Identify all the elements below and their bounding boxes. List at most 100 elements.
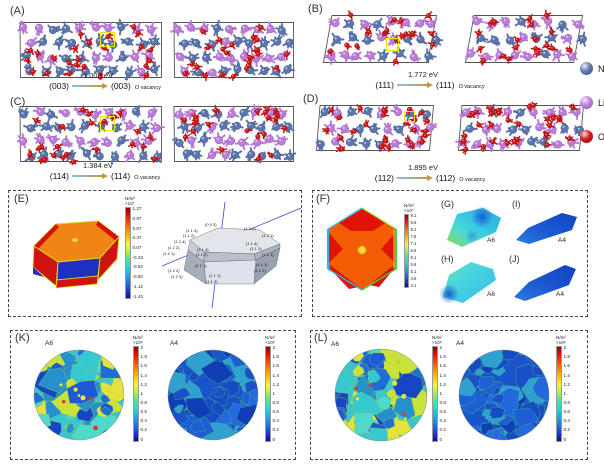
panel-label-E: (E) (14, 193, 29, 205)
tick-label: 0.8 (140, 400, 147, 406)
tick-label: 0 (272, 436, 276, 442)
product-subscript-B: O vacancy (458, 84, 485, 90)
tick-label: 1 (272, 390, 276, 396)
colorbar-L-A4: N/m² ×10⁸ 2 1.8 1.6 1.4 1.2 1 0.8 0.6 0.4 0.2 0 (556, 335, 570, 443)
tick-label: 8.1 (410, 227, 417, 233)
tag-I: A4 (558, 237, 566, 244)
reaction-C: 1.384 eV (114) (114) O vacancy (30, 161, 180, 181)
facet-label: (2 1 2) (196, 252, 208, 257)
tick-label: 1.4 (439, 372, 446, 378)
o-vacancy-highlight-C (100, 116, 115, 131)
tick-label: 1.8 (439, 354, 446, 360)
tick-label: 2 (140, 345, 144, 351)
tick-label: 4.1 (410, 282, 417, 288)
facet-label: (1 2 2) (168, 245, 180, 250)
colorbar-K1-scale: ×10⁸ (133, 339, 143, 345)
tick-label: 5.6 (410, 261, 417, 267)
tag-J: A4 (556, 291, 564, 298)
tick-label: 0.67 (132, 225, 142, 231)
facet-label: (1 2 4) (171, 274, 183, 279)
facet-label: (1 2 2) (244, 226, 256, 231)
tick-label: 1.8 (563, 354, 570, 360)
colorbar-L2-ticks: 2 1.8 1.6 1.4 1.2 1 0.8 0.6 0.4 0.2 0 (564, 346, 570, 442)
panel-label-A: (A) (10, 5, 25, 17)
tick-label: -1.42 (132, 293, 143, 299)
reactant-D: (112) (374, 173, 394, 183)
tick-label: 1 (439, 390, 443, 396)
facet-label: (1 2 1) (163, 251, 175, 256)
tick-label: 0.6 (563, 409, 570, 415)
facet-label: (1 1 1) (256, 262, 268, 267)
facet-label: (1 1 4) (186, 228, 198, 233)
panel-label-D: (D) (303, 93, 319, 105)
tick-label: 2 (563, 345, 567, 351)
tag-G: A6 (487, 237, 495, 244)
product-subscript-A: O vacancy (134, 85, 161, 91)
tick-label: 0.8 (272, 400, 279, 406)
panel-F-box (312, 190, 588, 317)
tick-label: 1.6 (272, 363, 279, 369)
tick-label: 1.4 (272, 372, 279, 378)
o-vacancy-highlight-A (100, 32, 115, 47)
crystal-structure-A-left (17, 18, 162, 81)
o-vacancy-highlight-D (404, 111, 415, 122)
facet-label: (1 1 2) (183, 233, 195, 238)
tick-label: 4.6 (410, 275, 417, 281)
panel-K-box (10, 330, 296, 460)
tick-label: 1.2 (563, 381, 570, 387)
reactant-C: (114) (49, 171, 69, 181)
colorbar-F-unit: N/m² (404, 203, 414, 208)
product-D: (112) (436, 173, 456, 183)
tick-label: 0.97 (132, 215, 142, 221)
tick-label: 1 (563, 390, 567, 396)
wulff-particle-colored (20, 210, 125, 295)
tick-label: 7.1 (410, 241, 417, 247)
panel-L-box (310, 330, 588, 460)
tick-label: 0.8 (439, 400, 446, 406)
facet-label: (1 1 1) (209, 273, 221, 278)
tick-label: 0 (439, 436, 443, 442)
reactant-A: (003) (49, 81, 69, 91)
tag-K-A6: A6 (45, 340, 53, 347)
tick-label: 0.4 (563, 418, 570, 424)
polycrystal-map-K-A4 (167, 349, 259, 441)
facet-map-H (439, 260, 501, 304)
legend-item-li: Li (580, 96, 604, 109)
facet-label: (0 0 3) (205, 222, 217, 227)
tick-label: -0.52 (132, 264, 143, 270)
tick-label: 0.07 (132, 245, 142, 250)
hexagon-stress-map (321, 205, 403, 293)
tick-label: 0.4 (140, 418, 147, 424)
tick-label: 1.8 (272, 354, 279, 360)
facet-label: (1 1 2) (250, 246, 262, 251)
facet-label: (1 2 2) (168, 268, 180, 273)
tick-label: 0.2 (439, 427, 446, 433)
tick-label: 1.4 (563, 372, 570, 378)
colorbar-L2-scale: ×10⁸ (556, 339, 566, 345)
panel-label-J: (J) (509, 254, 520, 264)
colorbar-E-scale: ×10⁷ (125, 200, 135, 206)
tick-label: 1.2 (272, 381, 279, 387)
tick-label: 1.27 (132, 206, 142, 212)
tag-L-A6: A6 (331, 341, 339, 348)
colorbar-F-gradient (404, 214, 409, 289)
facet-label: (2 1 4) (197, 247, 209, 252)
tick-label: 0.2 (563, 427, 570, 433)
energy-label-B: 1.772 eV (407, 70, 439, 79)
reaction-arrow-B (397, 81, 433, 90)
colorbar-L1-unit: N/m² (432, 335, 442, 340)
tag-K-A4: A4 (170, 340, 178, 347)
colorbar-K1-gradient (133, 346, 139, 443)
wulff-particle-gray: (0 0 3) (1 1 4) (1 1 2) (1 2 4) (1 2 2) (1 2 … (160, 198, 302, 316)
panel-label-I: (I) (512, 199, 521, 209)
panel-label-F: (F) (316, 193, 331, 205)
tick-label: 1.2 (439, 381, 446, 387)
colorbar-L1-gradient (432, 346, 438, 443)
tag-H: A6 (487, 291, 495, 298)
tick-label: 0 (563, 436, 567, 442)
tick-label: 0 (140, 436, 144, 442)
energy-label-A: 1.008 eV (82, 71, 114, 80)
tick-label: 0.37 (132, 235, 142, 241)
colorbar-E: N/m² ×10⁷ 1.27 0.97 0.67 0.37 0.07 -0.23 -0.52… (125, 196, 143, 300)
energy-label-C: 1.384 eV (82, 161, 114, 170)
